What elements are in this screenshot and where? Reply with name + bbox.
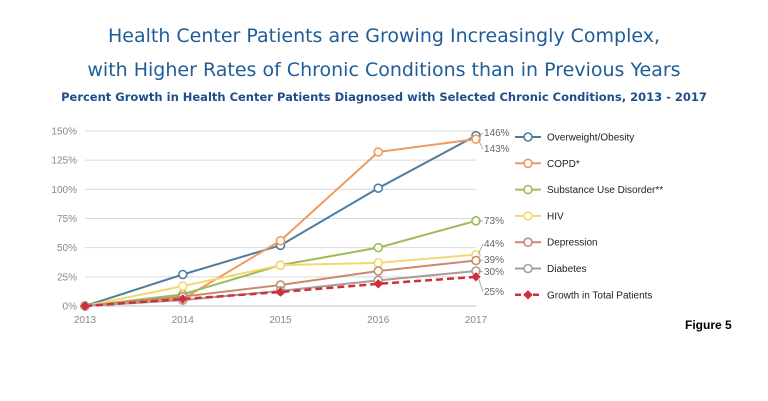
x-tick-label: 2015 — [269, 315, 292, 326]
legend-marker — [523, 184, 533, 195]
legend-marker — [523, 211, 533, 221]
end-label: 39% — [484, 255, 504, 266]
data-point — [373, 242, 384, 253]
end-label: 146% — [484, 128, 510, 139]
legend-label: Growth in Total Patients — [547, 290, 652, 301]
legend-marker — [523, 158, 533, 169]
data-point — [80, 301, 90, 311]
end-label: 25% — [484, 287, 504, 298]
data-point — [373, 147, 384, 157]
x-tick-label: 2013 — [74, 315, 97, 326]
legend-label: Overweight/Obesity — [547, 133, 634, 144]
x-tick-label: 2014 — [172, 315, 195, 326]
data-point — [275, 260, 286, 270]
data-point — [177, 269, 188, 280]
y-tick-label: 50% — [57, 243, 77, 254]
end-label-leader — [477, 270, 484, 273]
legend-marker — [523, 263, 533, 274]
legend-marker — [523, 237, 533, 247]
y-tick-label: 100% — [51, 185, 77, 196]
legend-label: COPD* — [547, 159, 580, 170]
end-label: 30% — [484, 267, 504, 278]
data-point — [373, 258, 384, 268]
legend-label: HIV — [547, 211, 564, 222]
chart-title-line1: Health Center Patients are Growing Incre… — [107, 25, 661, 47]
y-tick-label: 125% — [51, 156, 77, 167]
x-tick-label: 2017 — [465, 315, 488, 326]
y-tick-label: 150% — [51, 127, 77, 138]
end-label-leader — [477, 243, 484, 255]
end-label-leader — [477, 132, 484, 137]
legend-label: Diabetes — [547, 264, 586, 275]
end-label: 143% — [484, 144, 510, 155]
figure-label: Figure 5 — [685, 318, 732, 332]
data-point — [373, 279, 383, 289]
data-point — [373, 266, 384, 276]
legend-label: Depression — [547, 238, 598, 249]
end-label-leader — [477, 259, 484, 261]
data-point — [471, 134, 481, 144]
y-tick-label: 0% — [63, 302, 78, 313]
y-tick-label: 75% — [57, 214, 77, 225]
end-label: 44% — [484, 239, 504, 250]
x-tick-label: 2016 — [367, 315, 390, 326]
data-point — [178, 294, 188, 304]
chart-title-line2: with Higher Rates of Chronic Conditions … — [87, 59, 681, 81]
end-label-leader — [477, 138, 484, 150]
legend-marker — [523, 290, 533, 300]
legend-marker — [523, 132, 533, 142]
data-point — [471, 272, 481, 282]
end-label: 73% — [484, 216, 504, 227]
data-point — [275, 235, 286, 246]
legend-label: Substance Use Disorder** — [547, 185, 663, 196]
chart-subtitle: Percent Growth in Health Center Patients… — [61, 90, 707, 104]
data-point — [275, 287, 286, 297]
data-point — [177, 281, 188, 291]
y-tick-label: 25% — [57, 272, 77, 283]
end-label-leader — [477, 276, 484, 293]
data-point — [373, 183, 384, 193]
